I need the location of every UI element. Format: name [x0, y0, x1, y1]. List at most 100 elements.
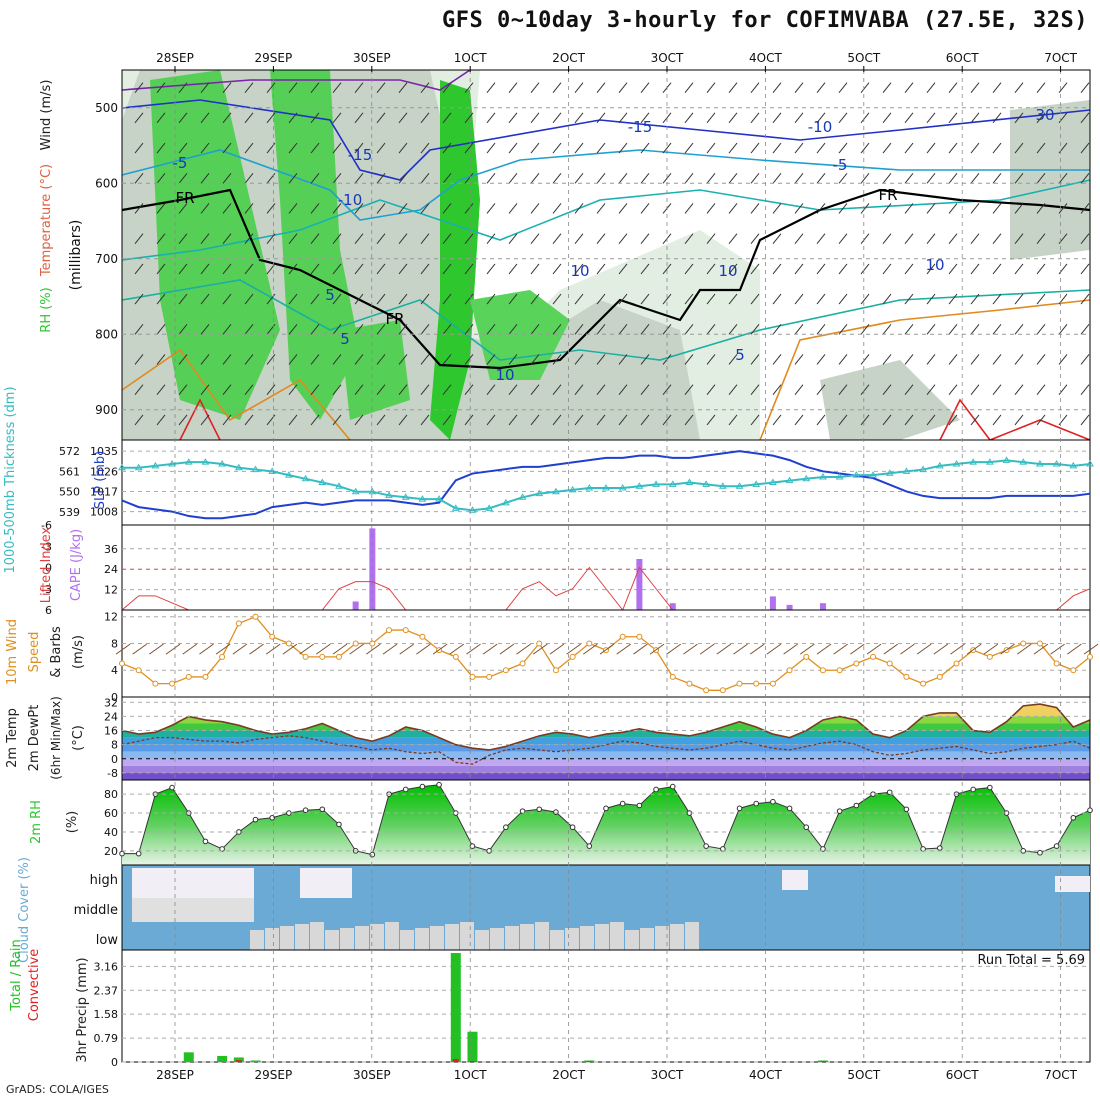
wind-barb	[1080, 293, 1090, 305]
precip-conv-bar	[819, 1061, 826, 1062]
wind-barb	[156, 142, 166, 154]
wind-barb	[970, 323, 980, 335]
wind-speed-marker	[669, 673, 676, 680]
wind-barb	[860, 414, 870, 426]
wind-barb	[310, 203, 320, 214]
wind-barb	[288, 112, 298, 124]
rh-marker	[1053, 843, 1060, 849]
rh-marker	[786, 805, 793, 812]
precip-total-bar	[183, 1052, 194, 1062]
thickness-marker	[635, 482, 644, 489]
wind-barb	[178, 112, 188, 124]
rh-marker	[536, 806, 543, 813]
wind-barb-10m	[432, 643, 448, 655]
wind-barb	[794, 203, 804, 214]
wind-barb	[376, 233, 386, 244]
wind-barb	[904, 172, 914, 184]
wind-speed-marker	[636, 633, 643, 640]
wind-barb-10m	[833, 643, 848, 655]
contour-label: 10	[495, 366, 514, 384]
wind-barb	[222, 142, 232, 154]
rh-marker	[619, 800, 626, 807]
wind-barb	[200, 414, 210, 426]
precip-ylabel-3: 3hr Precip (mm)	[75, 957, 90, 1062]
wind-barb	[200, 203, 210, 214]
wind-barb	[640, 354, 650, 365]
date-label-bottom: 6OCT	[946, 1068, 979, 1082]
date-label-bottom: 29SEP	[255, 1068, 293, 1082]
thickness-marker	[201, 458, 210, 465]
precip-ylabel-2: Convective	[27, 949, 42, 1022]
wind-barb	[508, 354, 518, 365]
cloud-low-block	[265, 928, 279, 950]
wind-barb	[816, 414, 826, 426]
rh-marker	[903, 806, 910, 813]
wind-barb	[706, 354, 716, 365]
wind-barb	[574, 172, 584, 184]
wind-speed-marker	[803, 653, 810, 660]
wind-barb	[904, 293, 914, 305]
contour-label: -10	[808, 118, 833, 136]
wind-barb	[178, 354, 188, 365]
wind-barb	[794, 414, 804, 426]
date-label-top: 1OCT	[454, 51, 487, 65]
rh-marker	[269, 814, 276, 821]
wind-barb	[442, 203, 452, 214]
grads-credit: GrADS: COLA/IGES	[6, 1083, 109, 1096]
wind-barb	[772, 414, 782, 426]
wind-barb	[882, 233, 892, 244]
series-line-thickness	[122, 459, 1091, 512]
precip-frame	[121, 949, 1091, 1063]
wind-barb	[618, 293, 628, 305]
date-label-bottom: 1OCT	[454, 1068, 487, 1082]
date-label-top: 7OCT	[1044, 51, 1077, 65]
thickness-marker	[1086, 460, 1094, 467]
wind-barb	[904, 263, 914, 275]
wind-barb	[882, 384, 892, 396]
wind-barb	[860, 203, 870, 214]
wind-barb	[750, 112, 760, 124]
wind-speed-marker	[302, 653, 309, 660]
temp-contour-red-1	[179, 398, 221, 441]
date-label-top: 3OCT	[651, 51, 684, 65]
wind-barb	[266, 82, 276, 93]
wind-barb	[1058, 82, 1068, 93]
thickness-marker	[752, 480, 761, 487]
wind-barb	[772, 263, 782, 275]
wind-barb-10m	[599, 643, 615, 655]
wind-barb	[904, 142, 914, 154]
wind-barb	[376, 263, 386, 275]
wind-barb	[640, 233, 650, 244]
wind-barb	[728, 384, 738, 396]
thickness-marker	[1019, 458, 1028, 465]
thickness-marker	[668, 480, 677, 487]
wind-barb	[442, 293, 452, 305]
wind-barb	[750, 384, 760, 396]
wind-barb	[992, 142, 1002, 154]
wind-barb	[1080, 384, 1090, 396]
rh-marker	[636, 802, 643, 809]
wind-barb	[134, 203, 144, 214]
rh-marker	[853, 802, 860, 809]
wind-barb	[310, 354, 320, 365]
upper-air-y-tick: 800	[95, 327, 118, 341]
cape-tick: 24	[104, 563, 118, 576]
thickness-marker	[802, 474, 811, 482]
wind-ylabel-4: (m/s)	[71, 635, 86, 669]
wind-speed-marker	[686, 680, 693, 687]
wind-barb	[376, 323, 386, 335]
wind-barb	[640, 82, 650, 93]
rh-marker	[319, 806, 326, 813]
wind-barb	[882, 414, 892, 426]
wind-barb	[530, 142, 540, 154]
wind-barb	[508, 172, 518, 184]
lifted-index-tick: -6	[41, 519, 52, 532]
wind-barb	[442, 172, 452, 184]
cape-tick: 12	[104, 584, 118, 597]
wind-barb	[288, 293, 298, 305]
wind-barb-10m	[916, 643, 932, 655]
wind-barb	[222, 172, 232, 184]
wind-barb	[508, 384, 518, 396]
wind-barb	[266, 384, 276, 396]
wind-barb	[134, 172, 144, 184]
